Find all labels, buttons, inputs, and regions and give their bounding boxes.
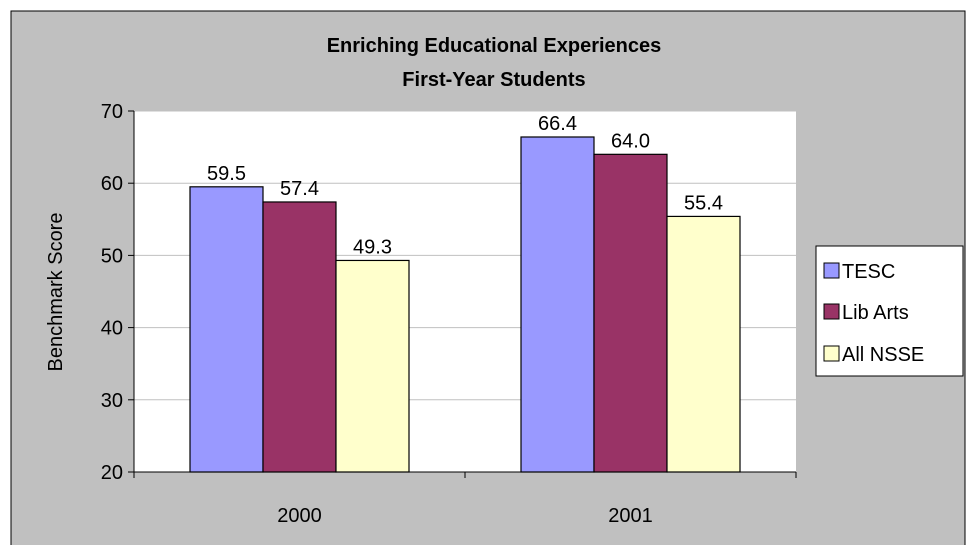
legend-swatch (823, 303, 840, 320)
chart-title-line-1: Enriching Educational Experiences (327, 35, 662, 57)
legend-label: All NSSE (842, 344, 924, 366)
bar-tesc-2000 (189, 186, 264, 473)
y-tick-label: 50 (101, 245, 123, 267)
data-labels: 59.5 57.4 49.3 66.4 64.0 55.4 (207, 113, 723, 258)
bar-tesc-2001 (520, 136, 595, 473)
legend-label: Lib Arts (842, 302, 909, 324)
data-label: 49.3 (353, 236, 392, 258)
x-category-label: 2000 (277, 505, 322, 527)
legend: TESC Lib Arts All NSSE (815, 245, 964, 377)
y-tick-label: 60 (101, 173, 123, 195)
bar-all-nsse-2001 (666, 215, 741, 473)
legend-swatch (823, 345, 840, 362)
y-tick-label: 20 (101, 462, 123, 484)
chart-title-line-2: First-Year Students (402, 69, 585, 91)
y-tick-label: 30 (101, 390, 123, 412)
legend-box (815, 245, 964, 377)
data-label: 64.0 (611, 130, 650, 152)
bar-all-nsse-2000 (335, 259, 410, 473)
bar-lib-arts-2001 (593, 153, 668, 473)
x-axis-ticks: 2000 2001 (133, 472, 797, 527)
data-label: 57.4 (280, 178, 319, 200)
y-tick-label: 40 (101, 318, 123, 340)
data-label: 55.4 (684, 192, 723, 214)
legend-swatch (823, 262, 840, 279)
y-axis-ticks: 20 30 40 50 60 70 (101, 101, 134, 484)
data-label: 66.4 (538, 113, 577, 135)
y-axis-title: Benchmark Score (45, 213, 67, 372)
bars (189, 136, 741, 473)
data-label: 59.5 (207, 163, 246, 185)
y-tick-label: 70 (101, 101, 123, 123)
bar-lib-arts-2000 (262, 201, 337, 473)
x-category-label: 2001 (608, 505, 653, 527)
legend-label: TESC (842, 261, 895, 283)
